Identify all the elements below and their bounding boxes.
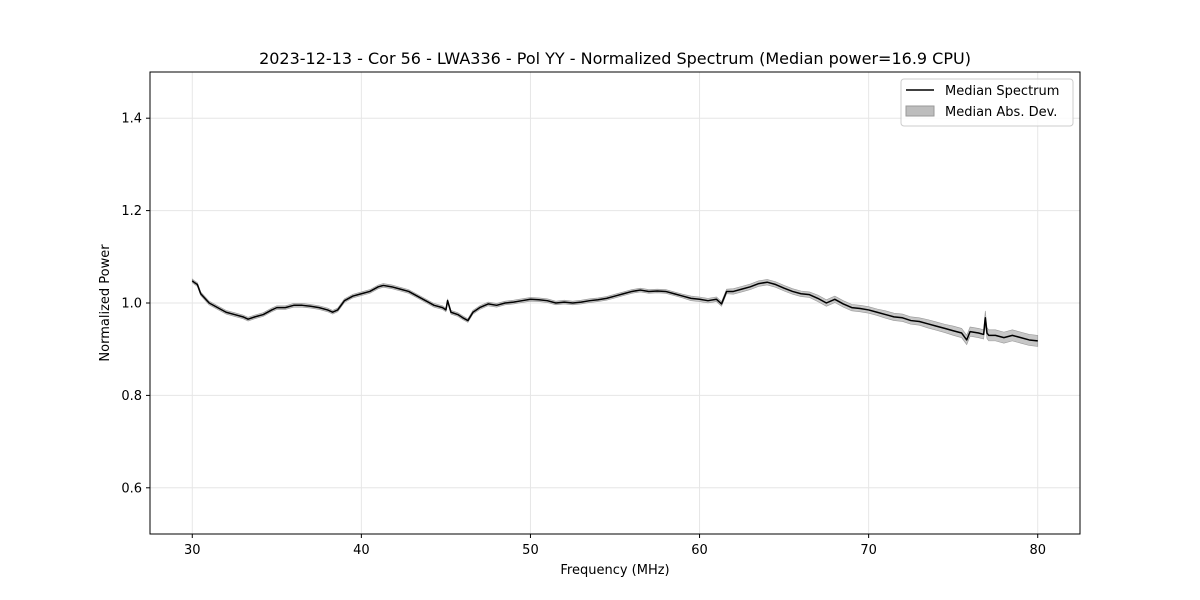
median-line-layer bbox=[191, 280, 1038, 342]
median-spectrum-line bbox=[191, 280, 1038, 342]
chart-title: 2023-12-13 - Cor 56 - LWA336 - Pol YY - … bbox=[259, 49, 971, 68]
legend-band-swatch bbox=[905, 105, 935, 117]
x-tick-label: 60 bbox=[691, 543, 708, 558]
x-tick-label: 30 bbox=[184, 543, 201, 558]
x-ticks: 30 40 50 60 70 80 bbox=[184, 534, 1046, 558]
x-tick-label: 70 bbox=[860, 543, 877, 558]
x-tick-label: 50 bbox=[522, 543, 539, 558]
x-axis-label: Frequency (MHz) bbox=[560, 563, 669, 578]
y-ticks: 0.6 0.8 1.0 1.2 1.4 bbox=[121, 112, 150, 496]
legend-box bbox=[900, 78, 1074, 127]
legend-label-median-abs-dev: Median Abs. Dev. bbox=[945, 105, 1057, 120]
y-tick-label: 0.8 bbox=[121, 389, 142, 404]
y-axis-label: Normalized Power bbox=[98, 244, 113, 362]
x-tick-label: 80 bbox=[1029, 543, 1046, 558]
x-tick-label: 40 bbox=[353, 543, 370, 558]
legend-label-median-spectrum: Median Spectrum bbox=[945, 84, 1059, 99]
y-tick-label: 0.6 bbox=[121, 481, 142, 496]
y-tick-label: 1.4 bbox=[121, 112, 142, 127]
legend: Median Spectrum Median Abs. Dev. bbox=[900, 78, 1074, 127]
mad-band-layer bbox=[191, 278, 1039, 347]
mad-band bbox=[191, 278, 1039, 347]
y-tick-label: 1.2 bbox=[121, 204, 142, 219]
y-tick-label: 1.0 bbox=[121, 297, 142, 312]
